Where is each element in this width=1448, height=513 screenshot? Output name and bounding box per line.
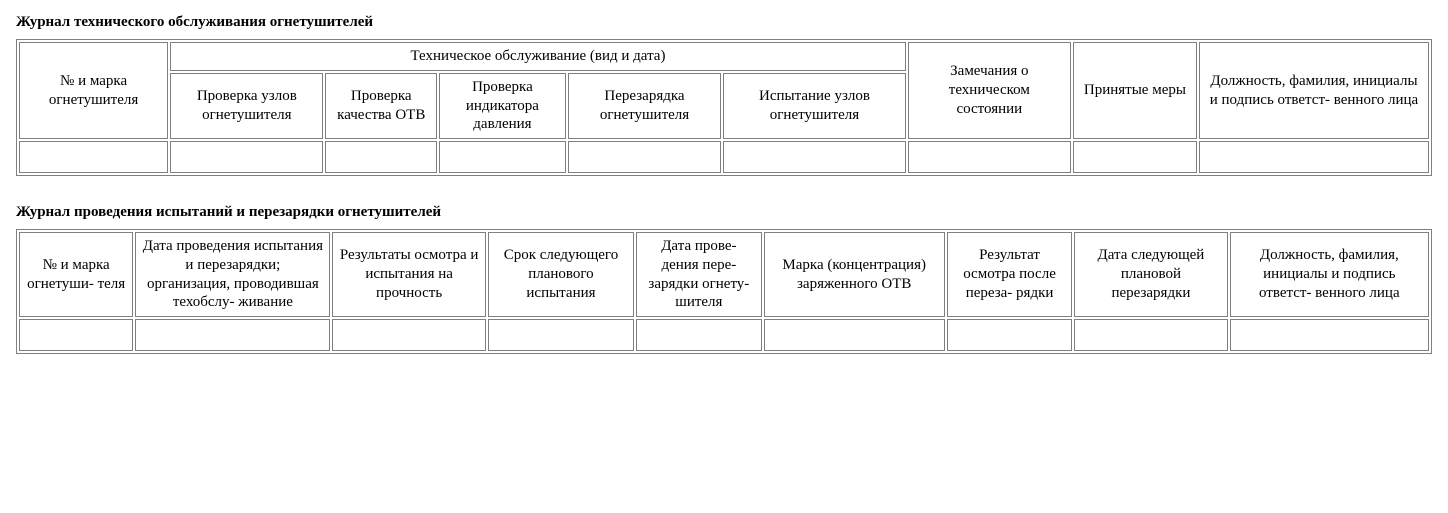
journal2-table: № и марка огнетуши- теля Дата проведения… — [16, 229, 1432, 354]
journal1-title: Журнал технического обслуживания огнетуш… — [16, 14, 1432, 31]
journal2-header-row: № и марка огнетуши- теля Дата проведения… — [19, 232, 1429, 317]
j1-cell — [325, 141, 437, 173]
j1-cell — [439, 141, 566, 173]
j2-cell — [1074, 319, 1227, 351]
j2-cell — [488, 319, 634, 351]
j2-cell — [636, 319, 761, 351]
j1-h-responsible: Должность, фамилия, инициалы и подпись о… — [1199, 42, 1429, 139]
j1-h-maintenance-group: Техническое обслуживание (вид и дата) — [170, 42, 906, 71]
j1-h-actions: Принятые меры — [1073, 42, 1197, 139]
j1-h-sub-pressure-indicator: Проверка индикатора давления — [439, 73, 566, 139]
j1-h-sub-recharge: Перезарядка огнетушителя — [568, 73, 721, 139]
j2-h-next-test-date: Срок следующего планового испытания — [488, 232, 634, 317]
j2-h-post-recharge-inspection: Результат осмотра после переза- рядки — [947, 232, 1072, 317]
j1-cell — [568, 141, 721, 173]
j2-h-responsible: Должность, фамилия, инициалы и подпись о… — [1230, 232, 1429, 317]
j2-h-test-date-org: Дата проведения испытания и перезарядки;… — [135, 232, 330, 317]
j2-cell — [764, 319, 945, 351]
j2-cell — [947, 319, 1072, 351]
table-row — [19, 319, 1429, 351]
j2-h-otv-brand: Марка (концентрация) заряженного ОТВ — [764, 232, 945, 317]
j2-cell — [332, 319, 485, 351]
journal2-tbody — [19, 319, 1429, 351]
j2-h-next-recharge-date: Дата следующей плановой перезарядки — [1074, 232, 1227, 317]
j1-h-sub-nodes-test: Испытание узлов огнетушителя — [723, 73, 906, 139]
journal1-header-row-1: № и марка огнетушителя Техническое обслу… — [19, 42, 1429, 71]
table-row — [19, 141, 1429, 173]
j1-h-remarks: Замечания о техническом состоянии — [908, 42, 1071, 139]
j2-h-number-and-brand: № и марка огнетуши- теля — [19, 232, 133, 317]
j1-cell — [19, 141, 168, 173]
j2-h-inspection-results: Результаты осмотра и испытания на прочно… — [332, 232, 485, 317]
journal2-title: Журнал проведения испытаний и перезарядк… — [16, 204, 1432, 221]
journal2-thead: № и марка огнетуши- теля Дата проведения… — [19, 232, 1429, 317]
j1-h-number-and-brand: № и марка огнетушителя — [19, 42, 168, 139]
j1-cell — [723, 141, 906, 173]
j1-h-sub-nodes-check: Проверка узлов огнетушителя — [170, 73, 323, 139]
j1-cell — [908, 141, 1071, 173]
journal1-thead: № и марка огнетушителя Техническое обслу… — [19, 42, 1429, 139]
journal1-tbody — [19, 141, 1429, 173]
section-spacer — [16, 176, 1432, 198]
j1-h-sub-otv-quality: Проверка качества ОТВ — [325, 73, 437, 139]
j2-cell — [135, 319, 330, 351]
j1-cell — [170, 141, 323, 173]
j1-cell — [1199, 141, 1429, 173]
journal1-table: № и марка огнетушителя Техническое обслу… — [16, 39, 1432, 176]
j2-cell — [1230, 319, 1429, 351]
j2-cell — [19, 319, 133, 351]
j2-h-recharge-date: Дата прове- дения пере- зарядки огнету- … — [636, 232, 761, 317]
j1-cell — [1073, 141, 1197, 173]
